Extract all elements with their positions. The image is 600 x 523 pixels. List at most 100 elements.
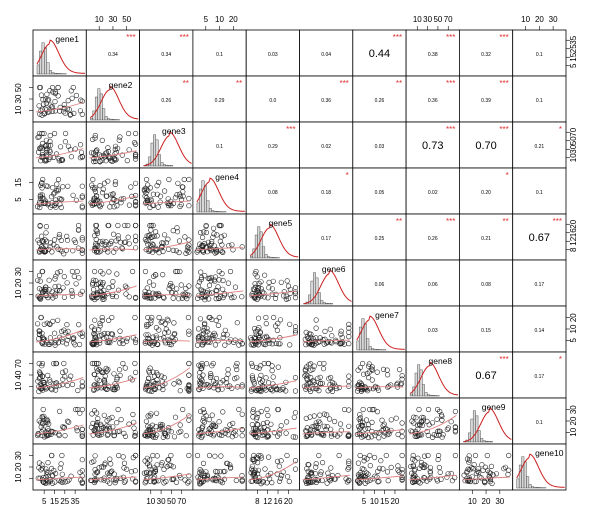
scatter-point: [262, 272, 268, 278]
scatter-point: [424, 428, 430, 435]
scatter-point: [115, 222, 121, 229]
scatter-point: [183, 433, 189, 439]
correlation-value: 0.0: [269, 98, 276, 104]
scatter-point: [165, 318, 171, 324]
axis-tick-label: 10: [215, 15, 224, 24]
axis-tick-label: 70: [444, 15, 453, 24]
axis-tick-label: 5: [14, 197, 23, 202]
scatter-point: [143, 186, 150, 192]
scatter-point: [346, 329, 352, 335]
panel-gene5-gene2: [85, 213, 141, 261]
panel-frame: [458, 259, 514, 307]
scatter-point: [116, 452, 122, 459]
scatter-point: [148, 295, 154, 302]
panel-frame: [512, 75, 567, 123]
histogram-bar: [211, 210, 215, 213]
scatter-point: [36, 331, 43, 337]
scatter-point: [437, 408, 443, 415]
scatter-point: [362, 432, 368, 438]
scatter-point: [105, 145, 111, 151]
scatter-point: [430, 434, 436, 441]
scatter-point: [56, 383, 62, 389]
scatter-point: [203, 229, 209, 236]
scatter-point: [258, 286, 264, 292]
scatter-point: [375, 479, 381, 485]
panel-gene1-gene1: gene1: [32, 29, 87, 77]
scatter-point: [161, 375, 167, 381]
correlation-value: 0.03: [268, 52, 278, 58]
scatter-point: [146, 375, 152, 382]
scatter-point: [110, 279, 116, 285]
axis-tick-label: 20: [390, 497, 399, 506]
scatter-point: [36, 130, 43, 137]
smooth-line: [35, 248, 84, 251]
significance-stars: ***: [446, 125, 455, 134]
axis-tick-label: 15: [569, 52, 578, 61]
scatter-point: [180, 291, 186, 297]
panel-gene6-gene8: 0.06: [405, 259, 460, 307]
scatter-point: [100, 271, 106, 277]
scatter-point: [112, 146, 118, 152]
scatter-point: [173, 291, 179, 297]
scatter-point: [501, 466, 507, 472]
panel-gene4-gene5: 0.08: [245, 167, 300, 215]
scatter-point: [117, 134, 123, 140]
scatter-point: [487, 479, 493, 485]
histogram-bar: [376, 349, 379, 351]
scatter-point: [251, 452, 257, 459]
scatter-point: [253, 268, 259, 275]
scatter-points: [303, 406, 352, 440]
scatter-point: [366, 369, 372, 375]
scatter-point: [252, 294, 258, 300]
scatter-point: [258, 408, 264, 415]
scatter-point: [36, 360, 42, 367]
panel-frame: [192, 121, 247, 169]
scatter-point: [148, 227, 154, 233]
scatter-point: [146, 233, 152, 239]
scatter-point: [133, 238, 139, 244]
panel-gene6-gene10: 0.17: [512, 259, 567, 307]
scatter-point: [371, 406, 377, 413]
scatter-point: [117, 372, 123, 379]
axis-tick-label: 20: [284, 497, 293, 506]
histogram-bar: [528, 484, 532, 489]
scatter-point: [107, 456, 113, 462]
panel-frame: [299, 351, 354, 399]
scatter-point: [274, 327, 281, 334]
scatter-point: [171, 381, 177, 387]
scatter-point: [316, 418, 322, 424]
correlation-value: 0.05: [375, 190, 385, 196]
panel-gene2-gene6: 0.36***: [299, 75, 354, 123]
scatter-point: [79, 433, 85, 440]
variable-label: gene8: [428, 356, 452, 366]
scatter-point: [346, 461, 352, 467]
scatter-point: [249, 478, 256, 484]
scatter-point: [114, 420, 120, 426]
scatter-point: [93, 410, 100, 416]
scatter-point: [362, 426, 368, 432]
scatter-point: [153, 333, 159, 339]
correlation-value: 0.08: [481, 282, 491, 288]
scatter-point: [274, 386, 280, 392]
correlation-value: 0.29: [268, 144, 278, 150]
scatter-point: [99, 137, 105, 143]
scatter-point: [292, 388, 299, 394]
scatter-point: [324, 412, 330, 418]
smooth-line: [89, 422, 137, 435]
scatter-point: [333, 339, 339, 345]
scatter-point: [73, 406, 79, 413]
scatter-point: [47, 321, 53, 328]
scatter-point: [132, 468, 138, 474]
significance-stars: ***: [499, 125, 508, 134]
scatter-point: [303, 428, 309, 434]
scatter-point: [466, 475, 472, 481]
scatter-point: [93, 149, 99, 155]
scatter-point: [44, 416, 50, 423]
scatter-point: [43, 183, 50, 189]
scatter-point: [283, 388, 289, 394]
scatter-point: [67, 112, 73, 118]
smooth-line: [35, 476, 84, 481]
scatter-point: [434, 416, 440, 422]
scatter-point: [306, 362, 312, 368]
scatter-point: [157, 385, 163, 391]
